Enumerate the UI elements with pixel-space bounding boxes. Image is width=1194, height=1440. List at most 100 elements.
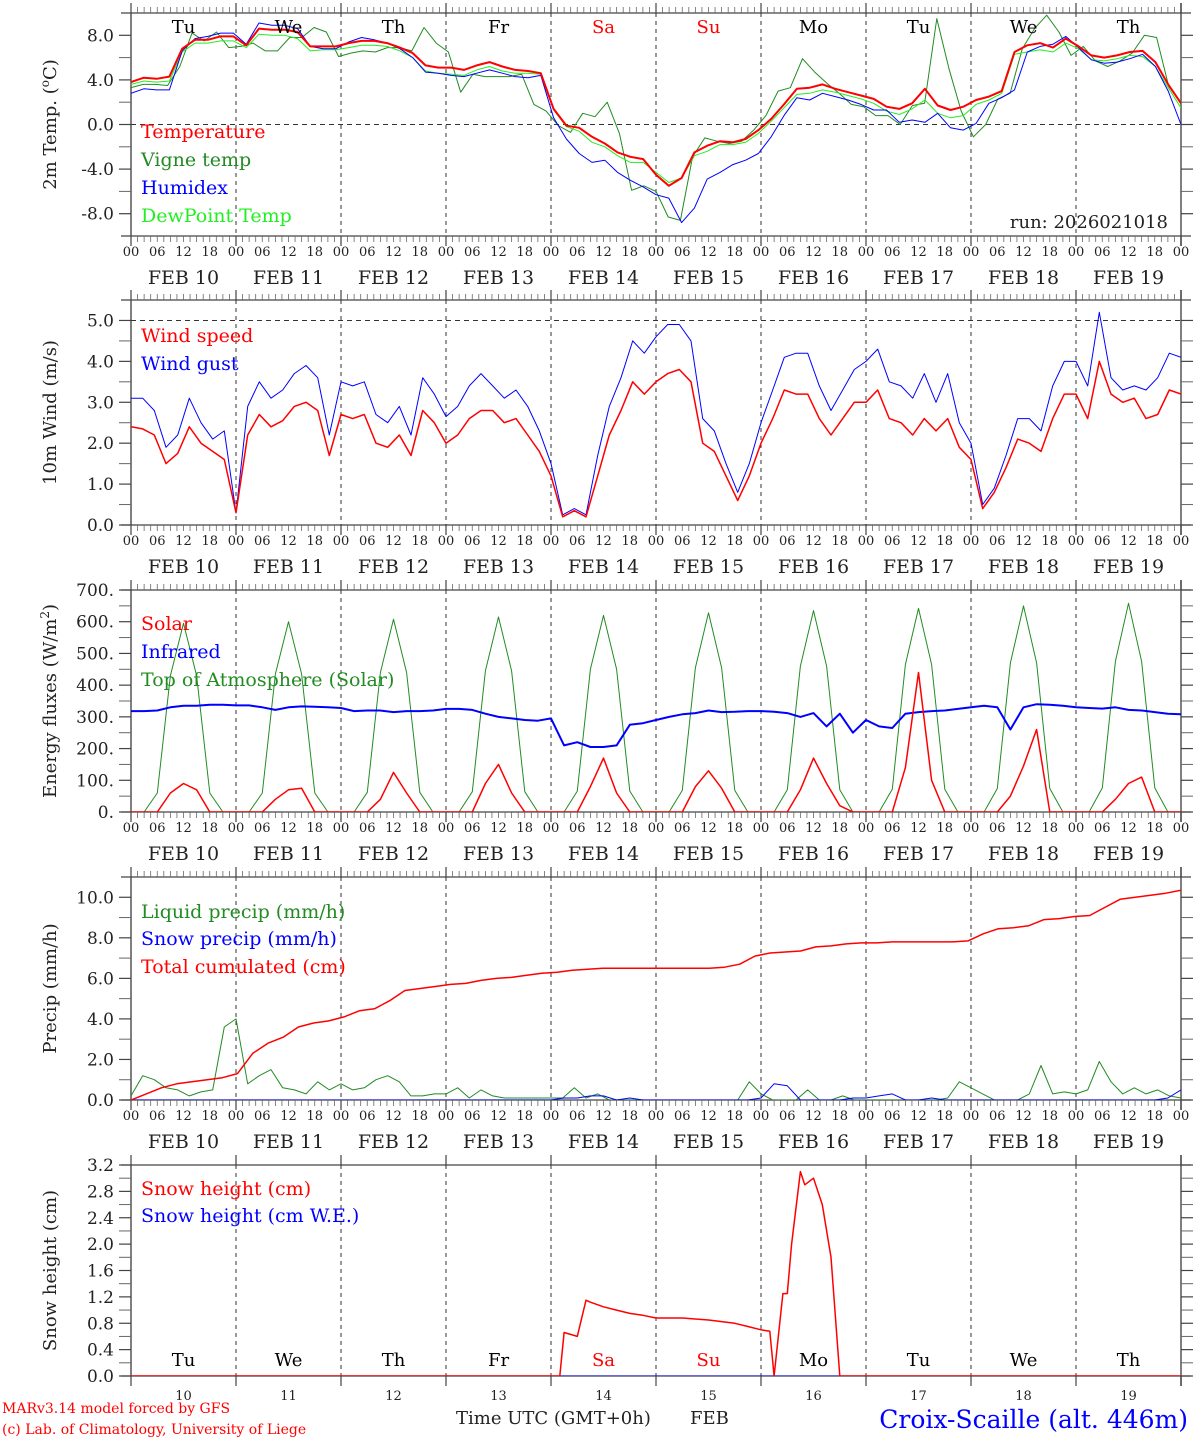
- y-axis-title-part: 2m Temp. (: [40, 87, 61, 190]
- x-hour-label: 06: [779, 1109, 796, 1124]
- x-hour-label: 18: [201, 245, 218, 260]
- series-line-solar: [131, 671, 1181, 812]
- x-date-label: FEB 18: [988, 267, 1059, 289]
- x-hour-label: 12: [385, 821, 402, 836]
- x-hour-label: 06: [254, 534, 271, 549]
- y-axis-title-part: Energy fluxes (W/m: [40, 619, 61, 798]
- x-hour-label: 12: [910, 1109, 927, 1124]
- x-date-label: FEB 15: [673, 556, 744, 578]
- x-day-number: 19: [1120, 1389, 1137, 1404]
- x-hour-label: 18: [1146, 245, 1163, 260]
- x-hour-label: 00: [753, 534, 770, 549]
- y-tick-label: 2.4: [87, 1209, 114, 1229]
- x-hour-label: 18: [1041, 245, 1058, 260]
- x-hour-label: 06: [254, 821, 271, 836]
- x-date-label: FEB 11: [253, 843, 324, 865]
- x-hour-label: 18: [411, 245, 428, 260]
- x-hour-label: 12: [595, 821, 612, 836]
- series-group: [131, 889, 1181, 1100]
- x-hour-label: 06: [674, 1109, 691, 1124]
- x-date-label: FEB 17: [883, 843, 954, 865]
- x-hour-label: 00: [438, 534, 455, 549]
- series-line-infrared: [131, 703, 1181, 748]
- x-hour-label: 12: [1015, 534, 1032, 549]
- weekday-label: We: [1010, 1350, 1038, 1371]
- x-hour-label: 18: [411, 821, 428, 836]
- legend-entry: Snow precip (mm/h): [141, 928, 337, 950]
- legend-entry: Liquid precip (mm/h): [141, 901, 345, 923]
- x-hour-label: 12: [805, 1109, 822, 1124]
- x-hour-label: 12: [1120, 1109, 1137, 1124]
- x-hour-label: 06: [464, 534, 481, 549]
- series-group: [131, 602, 1181, 812]
- x-hour-label: 06: [149, 245, 166, 260]
- x-hour-label: 06: [149, 821, 166, 836]
- x-date-label: FEB 11: [253, 267, 324, 289]
- weekday-label: Tu: [172, 17, 196, 38]
- x-date-label: FEB 18: [988, 1131, 1059, 1153]
- x-date-label: FEB 13: [463, 1131, 534, 1153]
- y-tick-label: 5.0: [87, 311, 114, 331]
- x-hour-label: 00: [858, 245, 875, 260]
- x-hour-label: 06: [884, 821, 901, 836]
- x-hour-label: 00: [1068, 821, 1085, 836]
- x-hour-label: 18: [516, 245, 533, 260]
- y-tick-label: 100.: [76, 771, 114, 791]
- x-hour-label: 00: [1173, 1109, 1190, 1124]
- legend-entry: Top of Atmosphere (Solar): [141, 669, 394, 691]
- x-date-label: FEB 19: [1093, 556, 1164, 578]
- x-hour-label: 06: [674, 821, 691, 836]
- x-hour-label: 18: [411, 1109, 428, 1124]
- x-hour-label: 18: [831, 821, 848, 836]
- series-group: [131, 1170, 1181, 1376]
- x-hour-label: 18: [621, 1109, 638, 1124]
- y-tick-label: 8.0: [87, 26, 114, 46]
- x-hour-label: 00: [438, 245, 455, 260]
- x-hour-label: 12: [175, 245, 192, 260]
- weekday-label: We: [1010, 17, 1038, 38]
- x-hour-label: 06: [884, 534, 901, 549]
- panel-1: -8.0 -4.0 0.0 4.0 8.0 2m Temp. (oC) 00 06 12 18 FE…: [38, 3, 1193, 289]
- legend-entry: Solar: [141, 613, 193, 635]
- x-hour-label: 00: [648, 821, 665, 836]
- y-tick-label: 0.0: [87, 516, 114, 536]
- legend-entry: Temperature: [141, 121, 265, 143]
- x-hour-label: 18: [726, 821, 743, 836]
- y-axis-title: 2m Temp. (oC): [38, 59, 61, 190]
- x-date-label: FEB 10: [148, 1131, 219, 1153]
- panel-2: 0.0 1.0 2.0 3.0 4.0 5.0 10m Wind (m/s) 00 06 12 18…: [40, 290, 1193, 578]
- series-line-snow-height-cm: [131, 1170, 1181, 1376]
- y-tick-label: 3.2: [87, 1156, 114, 1176]
- x-date-label: FEB 14: [568, 556, 639, 578]
- legend-entry: Snow height (cm W.E.): [141, 1205, 359, 1227]
- x-hour-label: 12: [1120, 245, 1137, 260]
- weekday-label: We: [275, 1350, 303, 1371]
- series-line-liquid-precip-mm-h: [131, 1018, 1181, 1100]
- x-hour-label: 12: [805, 245, 822, 260]
- x-hour-label: 18: [516, 1109, 533, 1124]
- x-hour-label: 00: [228, 534, 245, 549]
- x-hour-label: 06: [1094, 534, 1111, 549]
- legend-entry: Wind gust: [141, 353, 239, 375]
- x-hour-label: 06: [464, 245, 481, 260]
- x-hour-label: 00: [333, 245, 350, 260]
- x-date-label: FEB 19: [1093, 1131, 1164, 1153]
- y-tick-label: 2.0: [87, 434, 114, 454]
- x-hour-label: 18: [831, 534, 848, 549]
- x-hour-label: 12: [280, 821, 297, 836]
- x-hour-label: 12: [1015, 821, 1032, 836]
- x-hour-label: 18: [201, 534, 218, 549]
- x-hour-label: 12: [700, 245, 717, 260]
- x-hour-label: 18: [306, 1109, 323, 1124]
- x-hour-label: 00: [1068, 534, 1085, 549]
- x-hour-label: 06: [989, 534, 1006, 549]
- y-axis-title: Energy fluxes (W/m2): [38, 604, 61, 798]
- x-hour-label: 12: [595, 245, 612, 260]
- x-hour-label: 00: [963, 821, 980, 836]
- x-hour-label: 06: [779, 245, 796, 260]
- x-hour-label: 12: [595, 1109, 612, 1124]
- panel-3: 0. 100. 200. 300. 400. 500. 600. 700. Energy flu…: [38, 580, 1193, 865]
- y-axis-title-part: C): [40, 59, 61, 80]
- x-day-number: 11: [280, 1389, 297, 1404]
- series-line-temperature: [131, 27, 1181, 187]
